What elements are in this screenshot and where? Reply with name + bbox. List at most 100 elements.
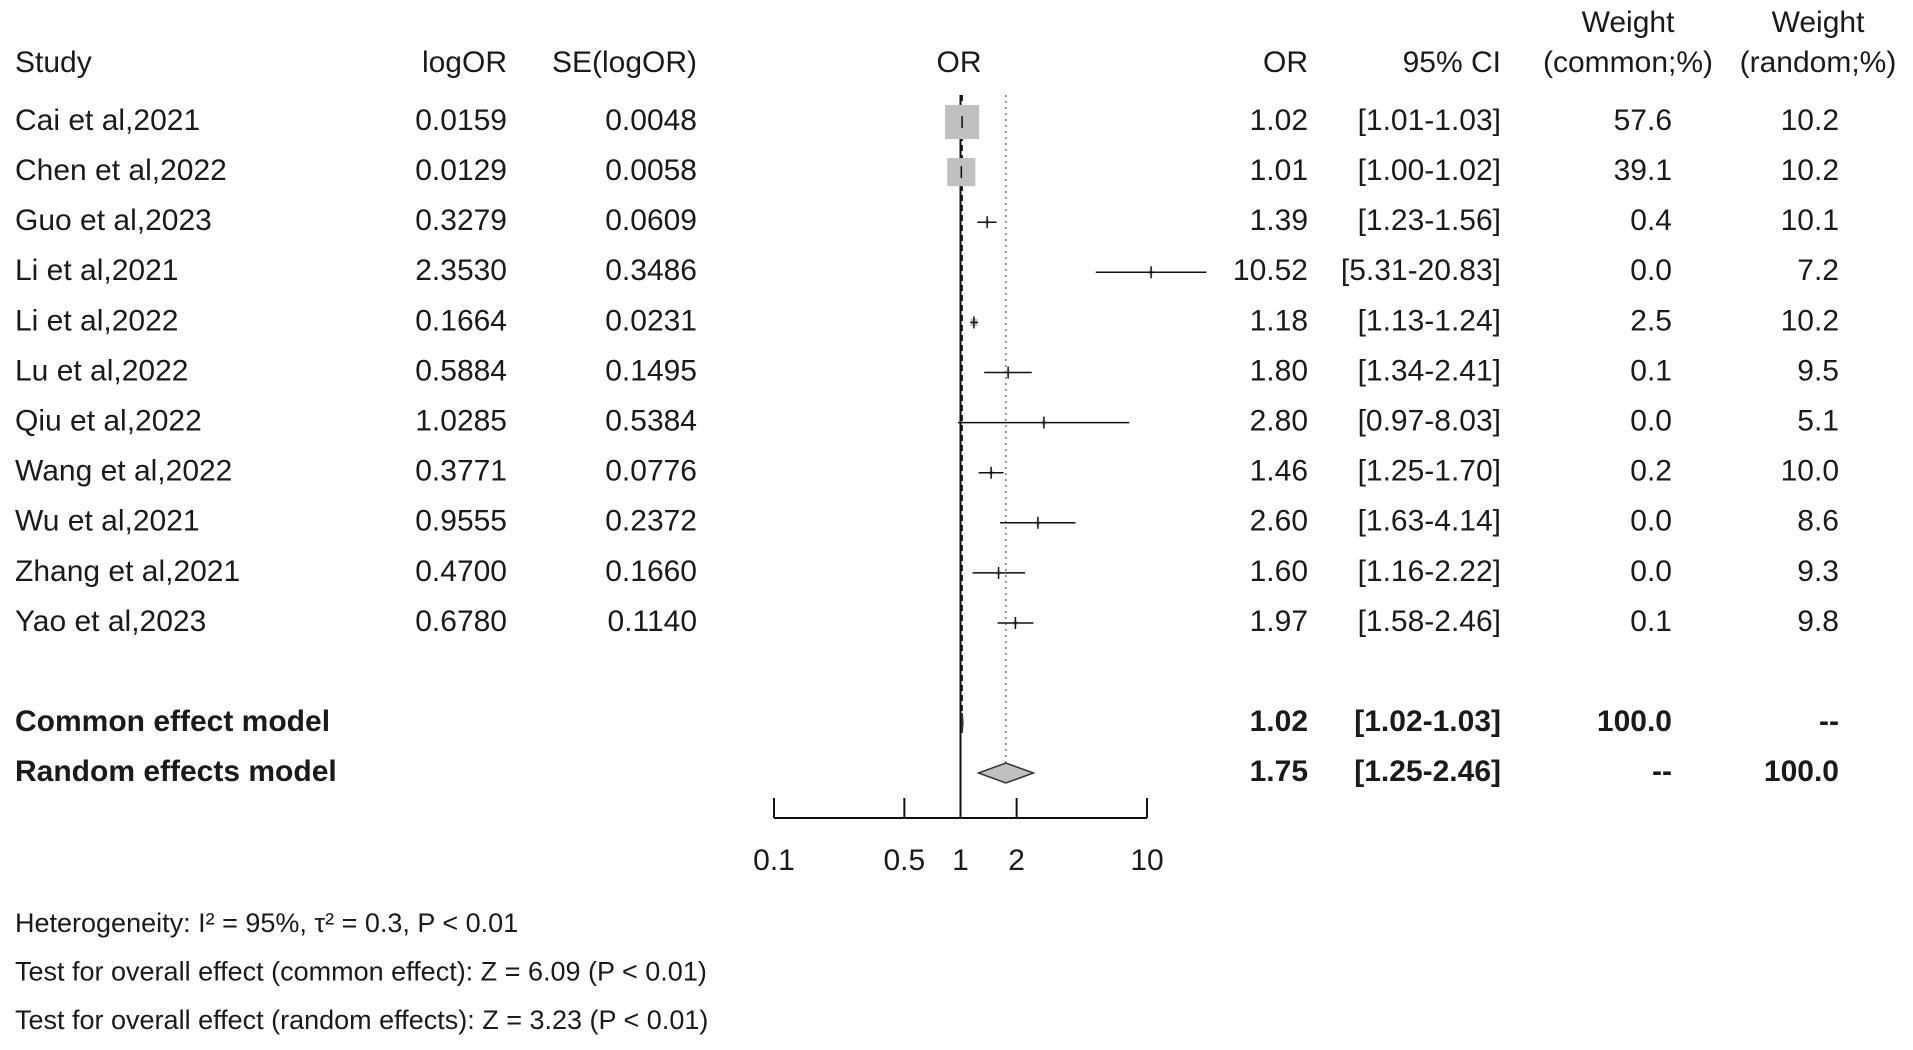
or: 1.60 [1250,555,1308,588]
header: Study [15,46,92,79]
ci: [1.02-1.03] [1354,705,1501,738]
se: 0.3486 [605,254,697,287]
or: 1.97 [1250,605,1308,638]
logor: 2.3530 [415,254,507,287]
weight-common: 100.0 [1597,705,1672,738]
header: logOR [422,46,507,79]
se: 0.1660 [605,555,697,588]
study-name: Zhang et al,2021 [15,555,240,588]
weight-random: 9.8 [1797,605,1839,638]
ci: [1.13-1.24] [1358,304,1501,337]
weight-random: 100.0 [1764,755,1839,788]
weight-random: 8.6 [1797,505,1839,538]
model-name: Common effect model [15,705,330,738]
pooled-diamond [961,712,964,734]
se: 0.0048 [605,104,697,137]
weight-random: 10.2 [1781,154,1839,187]
weight-common: 0.0 [1630,254,1672,287]
footnote: Heterogeneity: I² = 95%, τ² = 0.3, P < 0… [15,908,518,938]
header: Weight [1582,6,1675,39]
se: 0.5384 [605,405,697,438]
logor: 0.3771 [415,455,507,488]
ci: [1.34-2.41] [1358,354,1501,387]
se: 0.0231 [605,304,697,337]
or: 1.80 [1250,354,1308,387]
or: 1.01 [1250,154,1308,187]
weight-random: 10.0 [1781,455,1839,488]
weight-common: 0.1 [1630,354,1672,387]
weight-common: 0.0 [1630,405,1672,438]
model-name: Random effects model [15,755,337,788]
se: 0.0058 [605,154,697,187]
or: 2.60 [1250,505,1308,538]
x-tick-label: 0.5 [883,844,925,877]
study-name: Guo et al,2023 [15,204,212,237]
ci: [0.97-8.03] [1358,405,1501,438]
logor: 0.0159 [415,104,507,137]
ci: [1.16-2.22] [1358,555,1501,588]
logor: 0.5884 [415,354,507,387]
ci: [1.63-4.14] [1358,505,1501,538]
weight-random: 10.2 [1781,104,1839,137]
pooled-diamond [976,762,1036,784]
header: (random;%) [1740,46,1897,79]
or: 1.39 [1250,204,1308,237]
header: OR [1263,46,1308,79]
weight-random: 10.1 [1781,204,1839,237]
x-tick-label: 10 [1130,844,1163,877]
logor: 0.4700 [415,555,507,588]
se: 0.1140 [607,605,697,638]
header: OR [937,46,982,79]
logor: 0.6780 [415,605,507,638]
se: 0.1495 [605,354,697,387]
x-tick-label: 0.1 [753,844,795,877]
se: 0.0776 [605,455,697,488]
weight-common: 39.1 [1614,154,1672,187]
weight-random: 9.3 [1797,555,1839,588]
header: (common;%) [1543,46,1713,79]
ci: [1.00-1.02] [1358,154,1501,187]
weight-common: 0.4 [1630,204,1672,237]
logor: 0.9555 [415,505,507,538]
ci: [1.25-1.70] [1358,455,1501,488]
weight-common: 57.6 [1614,104,1672,137]
study-name: Lu et al,2022 [15,354,188,387]
or: 1.75 [1250,755,1308,788]
study-name: Cai et al,2021 [15,104,200,137]
se: 0.0609 [605,204,697,237]
ci: [1.01-1.03] [1358,104,1501,137]
or: 2.80 [1250,405,1308,438]
logor: 0.1664 [415,304,507,337]
ci: [1.25-2.46] [1354,755,1501,788]
logor: 0.3279 [415,204,507,237]
study-name: Wang et al,2022 [15,455,232,488]
or: 1.02 [1250,705,1308,738]
study-name: Wu et al,2021 [15,505,200,538]
study-name: Chen et al,2022 [15,154,227,187]
x-tick-label: 1 [952,844,969,877]
logor: 0.0129 [415,154,507,187]
x-tick-label: 2 [1008,844,1025,877]
header: Weight [1772,6,1865,39]
weight-common: 0.0 [1630,505,1672,538]
study-name: Yao et al,2023 [15,605,206,638]
weight-random: 5.1 [1797,405,1839,438]
logor: 1.0285 [415,405,507,438]
weight-common: 2.5 [1630,304,1672,337]
header: 95% CI [1403,46,1501,79]
se: 0.2372 [605,505,697,538]
weight-common: -- [1652,755,1672,788]
or: 10.52 [1233,254,1308,287]
weight-random: -- [1819,705,1839,738]
ci: [1.58-2.46] [1358,605,1501,638]
or: 1.46 [1250,455,1308,488]
header: SE(logOR) [552,46,697,79]
weight-common: 0.2 [1630,455,1672,488]
weight-common: 0.1 [1630,605,1672,638]
weight-random: 7.2 [1797,254,1839,287]
study-name: Qiu et al,2022 [15,405,202,438]
footnote: Test for overall effect (common effect):… [15,957,707,987]
study-name: Li et al,2022 [15,304,178,337]
ci: [5.31-20.83] [1341,254,1501,287]
